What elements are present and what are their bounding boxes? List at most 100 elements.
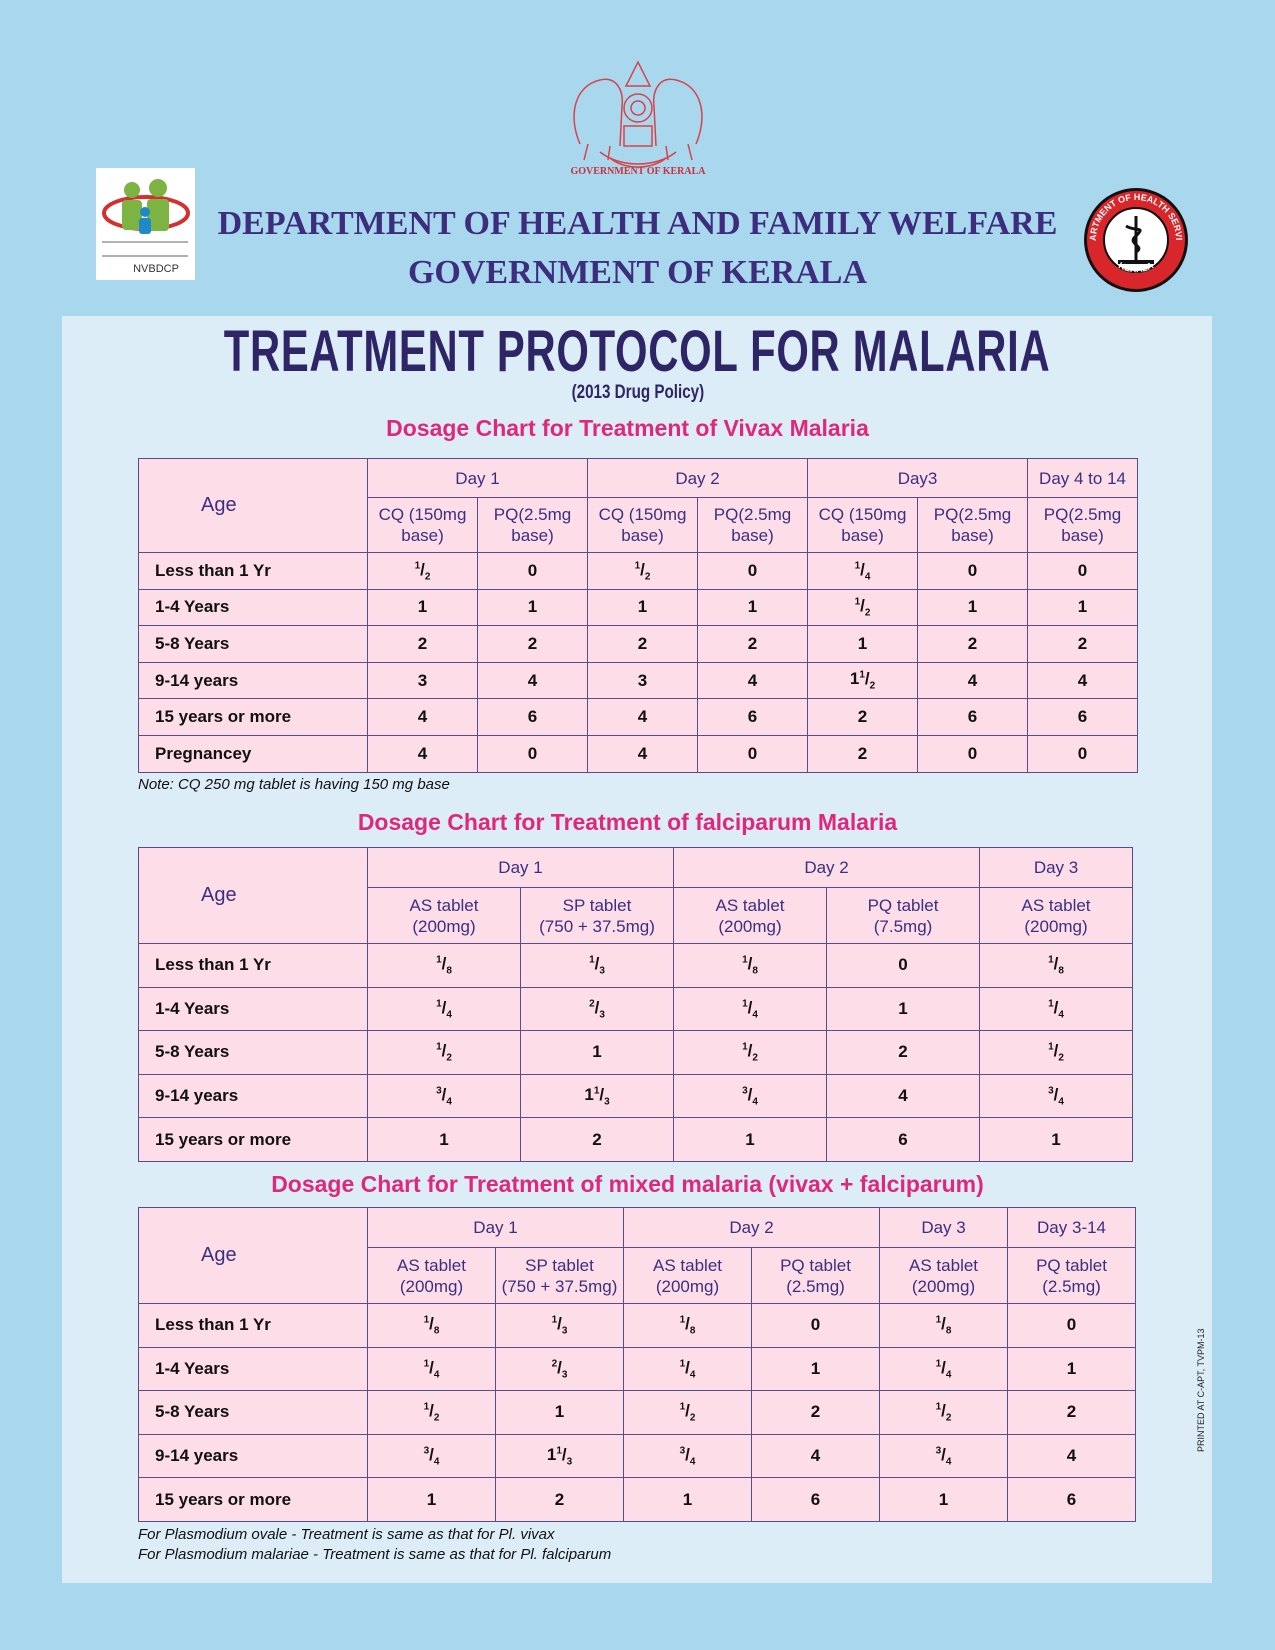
dose-cell: 2: [476, 625, 589, 663]
dose-cell: 1 1/2: [807, 661, 919, 700]
dose-cell: 1: [879, 1477, 1009, 1522]
column-header: CQ (150mg base): [807, 497, 919, 553]
age-cell: 1-4 Years: [138, 1346, 368, 1392]
age-header: Age: [138, 847, 368, 944]
dhs-logo: DEPARTMENT OF HEALTH SERVICES KERALA: [1082, 186, 1188, 292]
day-header: Day 2: [623, 1207, 881, 1248]
dose-cell: 0: [751, 1303, 881, 1348]
age-cell: 5-8 Years: [138, 1390, 368, 1435]
dose-cell: 3/4: [673, 1073, 828, 1119]
dosage-table: Age Day 1 Day 2 Day3 Day 4 to 14 CQ (150mg ba…: [138, 458, 1139, 773]
data-row: 5-8 Years 1/2 1 1/2 2 1/2: [138, 1030, 1134, 1075]
dose-cell: 3/4: [367, 1073, 521, 1119]
age-cell: Less than 1 Yr: [138, 552, 368, 590]
age-cell: 9-14 years: [138, 1073, 368, 1119]
day-header: Day 3: [979, 847, 1134, 888]
dose-cell: 1/2: [979, 1030, 1134, 1075]
dose-cell: 2/3: [494, 1346, 625, 1392]
dose-cell: 2: [519, 1117, 675, 1162]
dose-cell: 0: [917, 552, 1029, 590]
section-title: Dosage Chart for Treatment of Vivax Mala…: [386, 415, 869, 441]
subheader-row: AS tablet (200mg) SP tablet (750 + 37.5mg…: [139, 1247, 1137, 1304]
dose-cell: 4: [587, 734, 699, 773]
day-header: Day 1: [366, 458, 589, 498]
data-row: 9-14 years 3/4 1 1/3 3/4 4 3/4 4: [138, 1433, 1137, 1479]
dose-cell: 2: [826, 1030, 981, 1075]
dose-cell: 1: [807, 625, 919, 663]
dose-cell: 2: [587, 625, 699, 663]
dose-cell: 3/4: [367, 1433, 496, 1479]
dose-cell: 6: [826, 1117, 981, 1162]
dose-cell: 6: [1007, 1477, 1137, 1522]
dose-cell: 1/2: [367, 1390, 496, 1435]
subtitle: (2013 Drug Policy): [0, 382, 1275, 404]
table-note: Note: CQ 250 mg tablet is having 150 mg …: [138, 776, 450, 793]
dose-cell: 1/8: [367, 1303, 496, 1348]
dose-cell: 2: [917, 625, 1029, 663]
column-header: AS tablet (200mg): [979, 887, 1134, 944]
age-cell: 15 years or more: [138, 698, 368, 736]
column-header: PQ(2.5mg base): [917, 497, 1029, 553]
dose-cell: 2: [367, 625, 478, 663]
data-row: 5-8 Years 1/2 1 1/2 2 1/2 2: [138, 1390, 1137, 1435]
logo-text-bottom: KERALA: [1117, 260, 1155, 274]
dose-cell: 1 1/3: [494, 1433, 625, 1479]
dose-cell: 2/3: [519, 986, 675, 1032]
dose-cell: 1: [673, 1117, 828, 1162]
dose-cell: 1: [1007, 1346, 1137, 1392]
dose-cell: 4: [367, 698, 478, 736]
dose-cell: 1: [979, 1117, 1134, 1162]
age-cell: 9-14 years: [138, 1433, 368, 1479]
section-title: Dosage Chart for Treatment of mixed mala…: [271, 1171, 984, 1197]
dose-cell: 1: [826, 986, 981, 1032]
column-header: PQ(2.5mg base): [697, 497, 809, 553]
dose-cell: 2: [807, 698, 919, 736]
dose-cell: 1/4: [879, 1346, 1009, 1392]
dose-cell: 1/2: [367, 552, 478, 590]
column-header: SP tablet (750 + 37.5mg): [519, 887, 675, 944]
dose-cell: 4: [697, 661, 809, 700]
data-row: 1-4 Years 1 1 1 1 1/2 1 1: [138, 588, 1139, 627]
age-header: Age: [138, 458, 368, 553]
dose-cell: 4: [587, 698, 699, 736]
dose-cell: 1: [917, 588, 1029, 627]
dose-cell: 6: [751, 1477, 881, 1522]
data-row: Less than 1 Yr 1/8 1/3 1/8 0 1/8: [138, 943, 1134, 988]
data-row: 9-14 years 3/4 1 1/3 3/4 4 3/4: [138, 1073, 1134, 1119]
data-row: Less than 1 Yr 1/2 0 1/2 0 1/4 0 0: [138, 552, 1139, 590]
logo-text-bottom-path: KERALA: [1117, 260, 1155, 274]
dose-cell: 1: [476, 588, 589, 627]
data-row: 9-14 years 3 4 3 4 1 1/2 4 4: [138, 661, 1139, 700]
dose-cell: 1/2: [623, 1390, 753, 1435]
dose-cell: 2: [1007, 1390, 1137, 1435]
dose-cell: 2: [751, 1390, 881, 1435]
dose-cell: 0: [476, 734, 589, 773]
column-header: AS tablet (200mg): [367, 887, 521, 944]
day-header: Day 1: [366, 847, 675, 888]
logo-text: NVBDCP: [133, 263, 179, 275]
dose-cell: 1/4: [367, 986, 521, 1032]
dose-cell: 1: [623, 1477, 753, 1522]
dose-cell: 3/4: [879, 1433, 1009, 1479]
day-header: Day 1: [366, 1207, 625, 1248]
dose-cell: 0: [697, 552, 809, 590]
age-cell: 1-4 Years: [138, 986, 368, 1032]
dose-cell: 1/8: [879, 1303, 1009, 1348]
data-row: Pregnancey 4 0 4 0 2 0 0: [138, 734, 1139, 773]
column-header: AS tablet (200mg): [673, 887, 828, 944]
age-cell: 15 years or more: [138, 1477, 368, 1522]
day-header: Day 3-14: [1007, 1207, 1137, 1248]
dose-cell: 0: [1027, 734, 1139, 773]
column-header: AS tablet (200mg): [623, 1247, 753, 1304]
dose-cell: 2: [697, 625, 809, 663]
age-header: Age: [138, 1207, 368, 1304]
data-row: 15 years or more 1 2 1 6 1 6: [138, 1477, 1137, 1522]
column-header: PQ tablet (2.5mg): [751, 1247, 881, 1304]
dosage-table: Age Day 1 Day 2 Day 3 Day 3-14 AS tablet (200…: [138, 1207, 1137, 1522]
day-header: Day 2: [673, 847, 981, 888]
column-header: PQ tablet (7.5mg): [826, 887, 981, 944]
dose-cell: 1: [587, 588, 699, 627]
dose-cell: 4: [367, 734, 478, 773]
data-row: 5-8 Years 2 2 2 2 1 2 2: [138, 625, 1139, 663]
dose-cell: 1/4: [673, 986, 828, 1032]
